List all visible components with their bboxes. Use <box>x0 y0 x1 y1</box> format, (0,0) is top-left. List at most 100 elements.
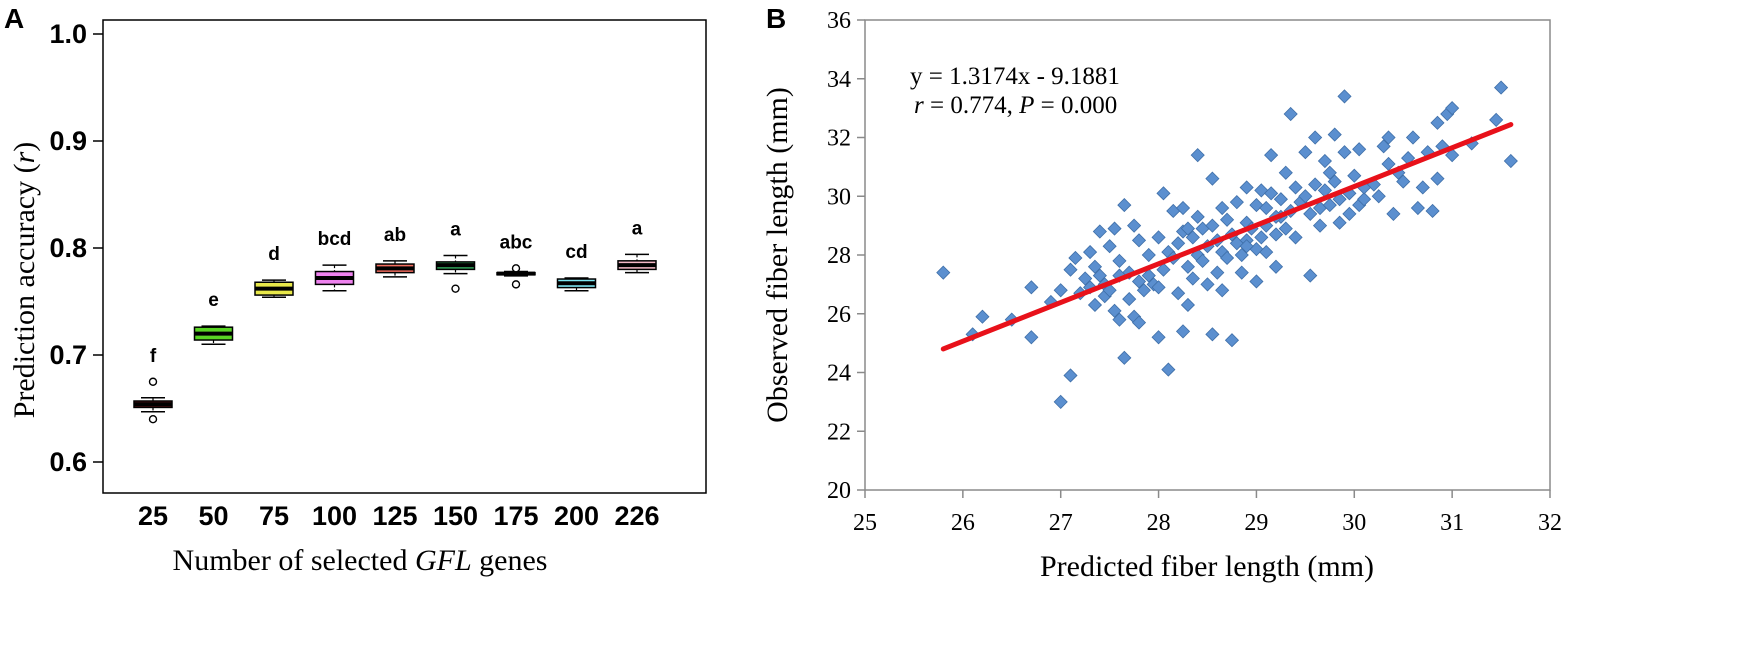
data-point <box>1215 200 1230 216</box>
data-point <box>1175 324 1191 339</box>
data-point <box>1195 253 1210 268</box>
data-point <box>1322 165 1337 180</box>
data-point <box>1264 148 1279 163</box>
y-tick-label: 22 <box>827 419 851 445</box>
data-point <box>1210 265 1225 280</box>
data-point <box>1396 174 1411 189</box>
data-point <box>1185 230 1200 245</box>
data-point <box>1224 333 1240 348</box>
panel-b-x-axis: 25 26 27 28 29 30 31 32 <box>853 490 1562 536</box>
data-point <box>975 309 990 324</box>
data-point <box>1024 330 1039 345</box>
data-point <box>1175 200 1191 216</box>
data-point <box>1288 180 1303 195</box>
data-point <box>1136 283 1151 298</box>
data-point <box>1308 177 1323 192</box>
data-point <box>1445 101 1460 116</box>
box-175: abc <box>496 232 536 289</box>
data-point <box>1337 145 1352 160</box>
data-point <box>1102 239 1117 254</box>
data-point <box>1327 127 1342 142</box>
x-tick-label: 200 <box>554 501 599 531</box>
y-tick-label: 32 <box>827 126 851 152</box>
panel-b-y-axis-title: Observed fiber length (mm) <box>761 87 794 423</box>
panel-a-x-axis-title: Number of selected GFL genes <box>173 544 548 577</box>
data-point <box>1190 148 1205 163</box>
data-point <box>1171 236 1186 251</box>
data-point <box>1112 253 1127 268</box>
outlier-point <box>148 377 158 386</box>
data-point <box>1268 227 1284 242</box>
panel-b-y-axis: 20 22 24 26 28 30 32 34 36 <box>827 8 865 504</box>
data-point <box>1425 203 1440 219</box>
data-point <box>1131 233 1147 248</box>
data-point <box>1337 89 1352 104</box>
data-point <box>1185 271 1200 286</box>
data-point <box>1317 153 1332 169</box>
y-tick-label: 26 <box>827 302 851 328</box>
x-tick-label: 29 <box>1244 510 1268 536</box>
significance-letter: ab <box>384 225 406 246</box>
data-point <box>1381 130 1396 145</box>
data-point <box>1303 268 1318 283</box>
significance-letter: cd <box>565 242 587 263</box>
data-point <box>1347 168 1362 183</box>
data-point <box>1371 189 1386 204</box>
data-point <box>1494 80 1509 95</box>
y-tick-label: 20 <box>827 478 851 504</box>
data-point <box>1332 215 1347 230</box>
data-point <box>1234 247 1249 263</box>
data-point <box>1445 148 1460 163</box>
box-200: cd <box>556 242 597 292</box>
data-point <box>1415 180 1430 195</box>
data-point <box>1117 197 1132 213</box>
x-tick-label: 28 <box>1147 510 1171 536</box>
data-point <box>1092 268 1107 283</box>
box-25: f <box>133 346 173 424</box>
significance-letter: a <box>632 218 643 239</box>
data-point <box>1063 368 1078 383</box>
regression-line <box>940 122 1514 352</box>
data-point <box>1141 268 1156 283</box>
data-point <box>1376 139 1391 154</box>
x-tick-label: 26 <box>951 510 975 536</box>
data-point <box>1068 250 1083 266</box>
data-point <box>965 327 980 342</box>
data-point <box>1298 189 1313 204</box>
data-point <box>1298 145 1313 160</box>
panel-a-plot-frame <box>102 19 707 494</box>
data-point <box>1102 283 1117 298</box>
data-point <box>1117 350 1132 365</box>
y-tick-label: 34 <box>827 67 851 93</box>
data-point <box>1503 153 1518 169</box>
outlier-point <box>511 280 521 289</box>
significance-letter: e <box>208 290 219 311</box>
x-tick-label: 25 <box>853 510 877 536</box>
data-point <box>1322 197 1337 213</box>
data-point <box>1078 271 1093 286</box>
y-tick-label: 0.9 <box>49 126 87 156</box>
data-point <box>936 265 951 280</box>
significance-letter: bcd <box>318 229 352 250</box>
panel-a-y-axis-title: Prediction accuracy (r) <box>8 142 41 419</box>
data-point <box>1405 130 1421 145</box>
panel-a-x-axis: 25 50 75 100 125 150 175 200 226 <box>138 501 660 531</box>
data-point <box>1288 230 1303 245</box>
y-tick-label: 24 <box>827 361 851 387</box>
data-point <box>1273 192 1288 207</box>
data-point <box>1220 212 1235 227</box>
data-point <box>1283 106 1298 122</box>
box-50: e <box>193 290 234 346</box>
data-point <box>1254 230 1269 245</box>
data-point <box>1161 362 1176 377</box>
data-point <box>1092 224 1107 239</box>
data-point <box>1312 218 1328 233</box>
data-point <box>1190 209 1205 224</box>
data-point <box>1107 303 1122 318</box>
panel-b-scatter: 20 22 24 26 28 30 32 34 36 25 26 27 28 29 30 31 32 y = … <box>761 8 1562 583</box>
data-point <box>1053 394 1068 409</box>
data-point <box>1303 206 1318 221</box>
outlier-point <box>148 415 158 424</box>
data-point <box>1156 262 1171 277</box>
data-point <box>1327 174 1342 189</box>
